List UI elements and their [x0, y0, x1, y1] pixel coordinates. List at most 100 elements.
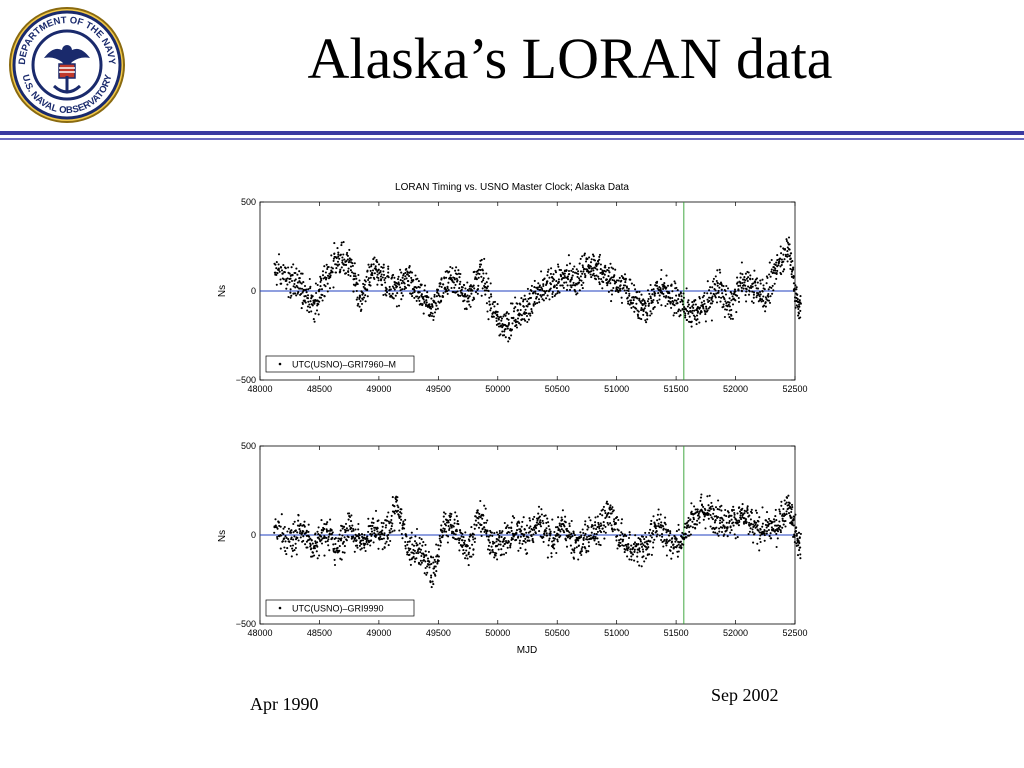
- data-point: [790, 270, 794, 273]
- data-point: [349, 274, 352, 278]
- data-point: [439, 544, 442, 547]
- data-point: [751, 285, 754, 288]
- data-point: [642, 313, 645, 316]
- data-point: [787, 236, 791, 239]
- data-point: [590, 531, 593, 534]
- data-point: [549, 534, 552, 537]
- data-point: [462, 536, 465, 539]
- header-rule-thin: [0, 138, 1024, 140]
- data-point: [521, 520, 524, 523]
- data-point: [730, 299, 733, 302]
- data-point: [373, 277, 376, 281]
- data-point: [758, 290, 762, 294]
- data-point: [728, 301, 731, 304]
- data-point: [384, 542, 387, 545]
- data-point: [313, 302, 316, 305]
- data-point: [410, 536, 413, 539]
- data-point: [470, 526, 473, 529]
- data-point: [786, 255, 789, 258]
- data-point: [375, 534, 378, 537]
- data-point: [445, 290, 449, 293]
- data-point: [693, 317, 696, 321]
- data-point: [715, 515, 718, 518]
- data-point: [556, 526, 559, 529]
- data-point: [601, 269, 604, 272]
- data-point: [571, 267, 574, 271]
- data-point: [427, 550, 430, 553]
- data-point: [594, 267, 597, 270]
- data-point: [753, 532, 756, 535]
- data-point: [734, 299, 737, 302]
- data-point: [580, 553, 583, 557]
- data-point: [708, 289, 711, 292]
- x-tick-label: 51500: [664, 384, 689, 394]
- data-point: [367, 263, 370, 266]
- data-point: [337, 253, 340, 256]
- data-point: [386, 537, 389, 540]
- data-point: [749, 284, 753, 288]
- data-point: [321, 299, 324, 302]
- data-point: [343, 258, 346, 261]
- data-point: [344, 272, 348, 275]
- data-point: [635, 307, 638, 310]
- data-point: [617, 291, 620, 294]
- data-point: [303, 284, 307, 288]
- data-point: [457, 294, 460, 297]
- data-point: [799, 295, 802, 298]
- data-point: [565, 527, 569, 530]
- data-point: [361, 298, 364, 301]
- data-point: [461, 545, 464, 548]
- data-point: [470, 534, 473, 537]
- data-point: [740, 511, 743, 515]
- data-point: [611, 530, 614, 533]
- data-point: [300, 287, 304, 290]
- data-point: [594, 278, 598, 281]
- data-point: [500, 531, 503, 534]
- data-point: [337, 540, 340, 543]
- data-point: [475, 523, 478, 527]
- data-point: [718, 268, 721, 271]
- data-point: [730, 314, 733, 317]
- data-point: [371, 274, 374, 277]
- data-point: [702, 505, 705, 508]
- data-point: [770, 526, 773, 529]
- data-point: [557, 278, 560, 281]
- data-point: [415, 557, 418, 560]
- data-point: [799, 557, 802, 560]
- data-point: [763, 532, 766, 535]
- data-point: [310, 539, 313, 542]
- data-point: [323, 295, 326, 298]
- data-point: [379, 269, 382, 273]
- data-point: [685, 287, 688, 290]
- data-point: [632, 305, 635, 308]
- data-point: [340, 266, 343, 269]
- data-point: [719, 300, 722, 303]
- data-point: [362, 282, 365, 285]
- data-point: [633, 284, 636, 287]
- data-point: [721, 521, 724, 524]
- data-point: [331, 267, 334, 270]
- data-point: [641, 542, 644, 545]
- data-point: [382, 273, 386, 276]
- data-point: [550, 267, 553, 270]
- legend-box: [265, 355, 415, 373]
- data-point: [751, 528, 754, 531]
- data-point: [507, 526, 511, 529]
- data-point: [715, 301, 719, 304]
- data-point: [540, 508, 543, 511]
- data-point: [420, 561, 423, 564]
- data-point: [341, 527, 344, 530]
- data-point: [292, 285, 295, 288]
- data-point: [454, 538, 457, 541]
- data-point: [557, 280, 560, 283]
- data-point: [760, 300, 763, 303]
- x-tick-label: 49500: [426, 628, 451, 638]
- data-point: [389, 521, 392, 524]
- data-point: [385, 287, 388, 291]
- data-point: [447, 519, 450, 522]
- data-point: [483, 530, 486, 533]
- data-point: [276, 537, 279, 540]
- data-point: [280, 513, 283, 516]
- data-point: [595, 543, 598, 546]
- data-point: [364, 300, 367, 303]
